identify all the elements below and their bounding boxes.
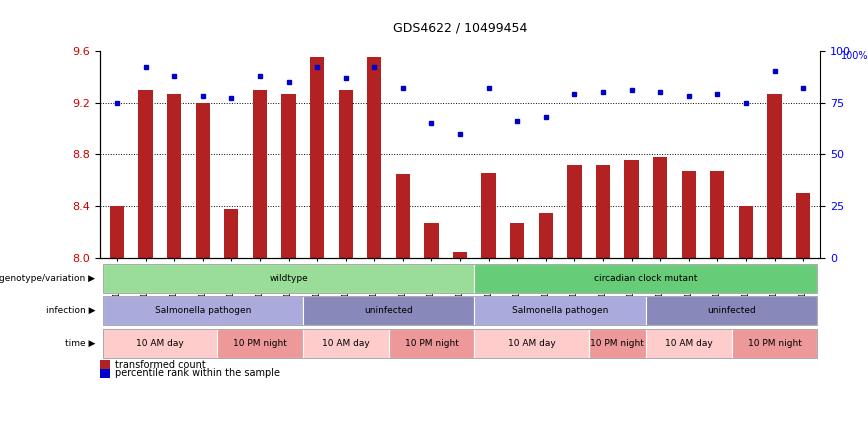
Text: infection ▶: infection ▶ xyxy=(46,306,95,315)
Bar xyxy=(253,90,267,258)
Text: time ▶: time ▶ xyxy=(65,339,95,348)
Text: 10 PM night: 10 PM night xyxy=(233,339,286,348)
Bar xyxy=(424,223,438,258)
Bar xyxy=(653,157,667,258)
Bar xyxy=(453,252,467,258)
Text: circadian clock mutant: circadian clock mutant xyxy=(595,274,698,283)
Text: 10 PM night: 10 PM night xyxy=(590,339,644,348)
Text: 10 AM day: 10 AM day xyxy=(322,339,370,348)
Text: 10 PM night: 10 PM night xyxy=(404,339,458,348)
Bar xyxy=(595,165,610,258)
Bar xyxy=(224,209,239,258)
Bar xyxy=(396,174,410,258)
Bar xyxy=(767,93,782,258)
Text: Salmonella pathogen: Salmonella pathogen xyxy=(155,306,251,315)
Text: wildtype: wildtype xyxy=(269,274,308,283)
Text: 100%: 100% xyxy=(840,51,868,61)
Bar xyxy=(482,173,496,258)
Bar xyxy=(510,223,524,258)
Text: 10 AM day: 10 AM day xyxy=(136,339,184,348)
Bar xyxy=(739,206,753,258)
Bar xyxy=(624,159,639,258)
Text: 10 AM day: 10 AM day xyxy=(508,339,556,348)
Bar xyxy=(367,57,381,258)
Bar xyxy=(195,103,210,258)
Text: genotype/variation ▶: genotype/variation ▶ xyxy=(0,274,95,283)
Bar xyxy=(568,165,582,258)
Bar xyxy=(796,193,810,258)
Bar xyxy=(110,206,124,258)
Bar xyxy=(281,93,296,258)
Bar xyxy=(167,93,181,258)
Bar xyxy=(539,213,553,258)
Bar xyxy=(681,171,696,258)
Text: uninfected: uninfected xyxy=(365,306,413,315)
Text: 10 AM day: 10 AM day xyxy=(665,339,713,348)
Text: uninfected: uninfected xyxy=(707,306,756,315)
Bar xyxy=(138,90,153,258)
Bar xyxy=(710,171,725,258)
Text: percentile rank within the sample: percentile rank within the sample xyxy=(115,368,279,378)
Text: 10 PM night: 10 PM night xyxy=(747,339,801,348)
Text: transformed count: transformed count xyxy=(115,360,206,370)
Text: GDS4622 / 10499454: GDS4622 / 10499454 xyxy=(393,21,527,34)
Text: Salmonella pathogen: Salmonella pathogen xyxy=(512,306,608,315)
Bar xyxy=(310,57,325,258)
Bar xyxy=(339,90,352,258)
